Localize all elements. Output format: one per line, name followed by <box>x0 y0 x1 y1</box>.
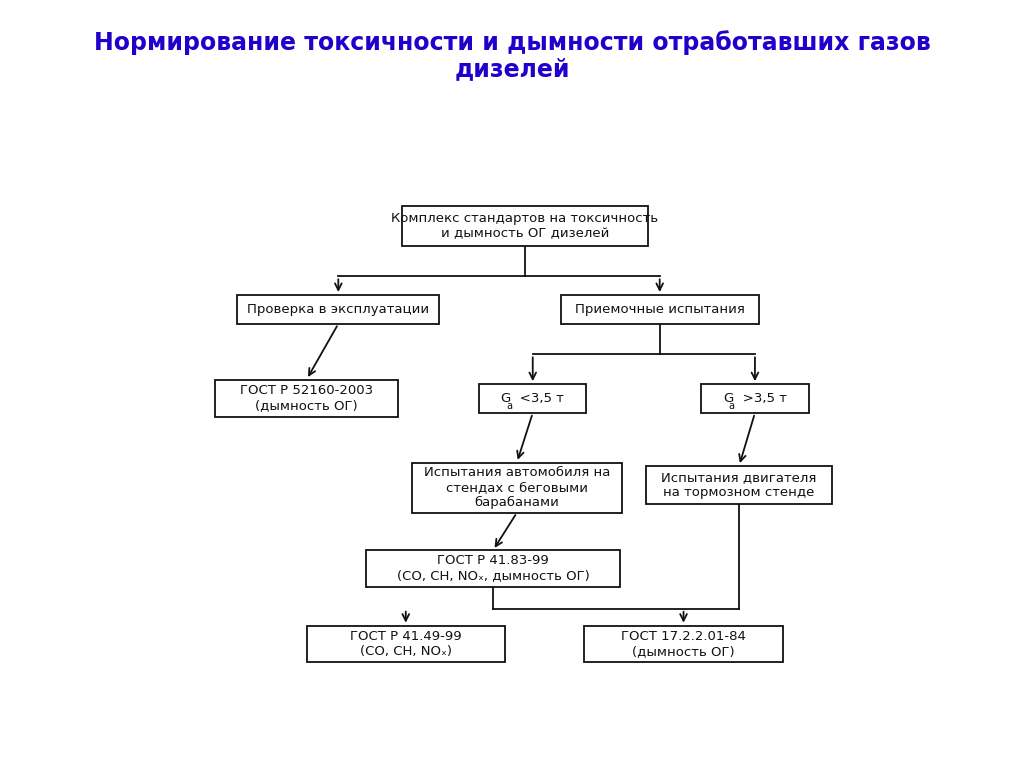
Text: Проверка в эксплуатации: Проверка в эксплуатации <box>247 303 429 316</box>
Text: G  <3,5 т: G <3,5 т <box>502 392 564 405</box>
FancyBboxPatch shape <box>412 463 622 512</box>
FancyBboxPatch shape <box>215 380 397 417</box>
Text: Приемочные испытания: Приемочные испытания <box>574 303 744 316</box>
FancyBboxPatch shape <box>646 466 833 504</box>
Text: Испытания автомобиля на
стендах с беговыми
барабанами: Испытания автомобиля на стендах с беговы… <box>424 466 610 509</box>
Text: дизелей: дизелей <box>455 57 569 81</box>
FancyBboxPatch shape <box>585 626 782 662</box>
Text: ГОСТ Р 41.83-99
(СО, СН, NOₓ, дымность ОГ): ГОСТ Р 41.83-99 (СО, СН, NOₓ, дымность О… <box>396 555 590 582</box>
Text: ГОСТ Р 41.49-99
(СО, СН, NOₓ): ГОСТ Р 41.49-99 (СО, СН, NOₓ) <box>350 630 462 657</box>
Text: Комплекс стандартов на токсичность
и дымность ОГ дизелей: Комплекс стандартов на токсичность и дым… <box>391 212 658 240</box>
FancyBboxPatch shape <box>306 626 505 662</box>
FancyBboxPatch shape <box>367 550 621 587</box>
FancyBboxPatch shape <box>238 295 439 324</box>
Text: a: a <box>506 400 512 410</box>
FancyBboxPatch shape <box>701 384 809 413</box>
Text: G  >3,5 т: G >3,5 т <box>724 392 786 405</box>
FancyBboxPatch shape <box>479 384 587 413</box>
Text: ГОСТ Р 52160-2003
(дымность ОГ): ГОСТ Р 52160-2003 (дымность ОГ) <box>240 384 373 413</box>
FancyBboxPatch shape <box>401 206 648 245</box>
Text: Нормирование токсичности и дымности отработавших газов: Нормирование токсичности и дымности отра… <box>93 30 931 54</box>
Text: Испытания двигателя
на тормозном стенде: Испытания двигателя на тормозном стенде <box>662 471 817 499</box>
Text: ГОСТ 17.2.2.01-84
(дымность ОГ): ГОСТ 17.2.2.01-84 (дымность ОГ) <box>622 630 745 657</box>
FancyBboxPatch shape <box>560 295 759 324</box>
Text: a: a <box>728 400 734 410</box>
